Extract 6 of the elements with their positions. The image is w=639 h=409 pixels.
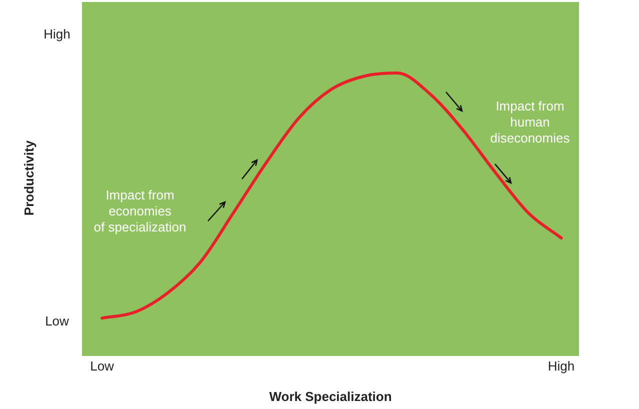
annotation: Impact from human diseconomies (490, 98, 570, 146)
text: Low (45, 314, 70, 329)
text: High (44, 26, 70, 42)
annotation: Impact from economies of specialization (94, 188, 186, 235)
text: Productivity (22, 140, 37, 216)
x-axis-title: Work Specialization (269, 388, 392, 404)
